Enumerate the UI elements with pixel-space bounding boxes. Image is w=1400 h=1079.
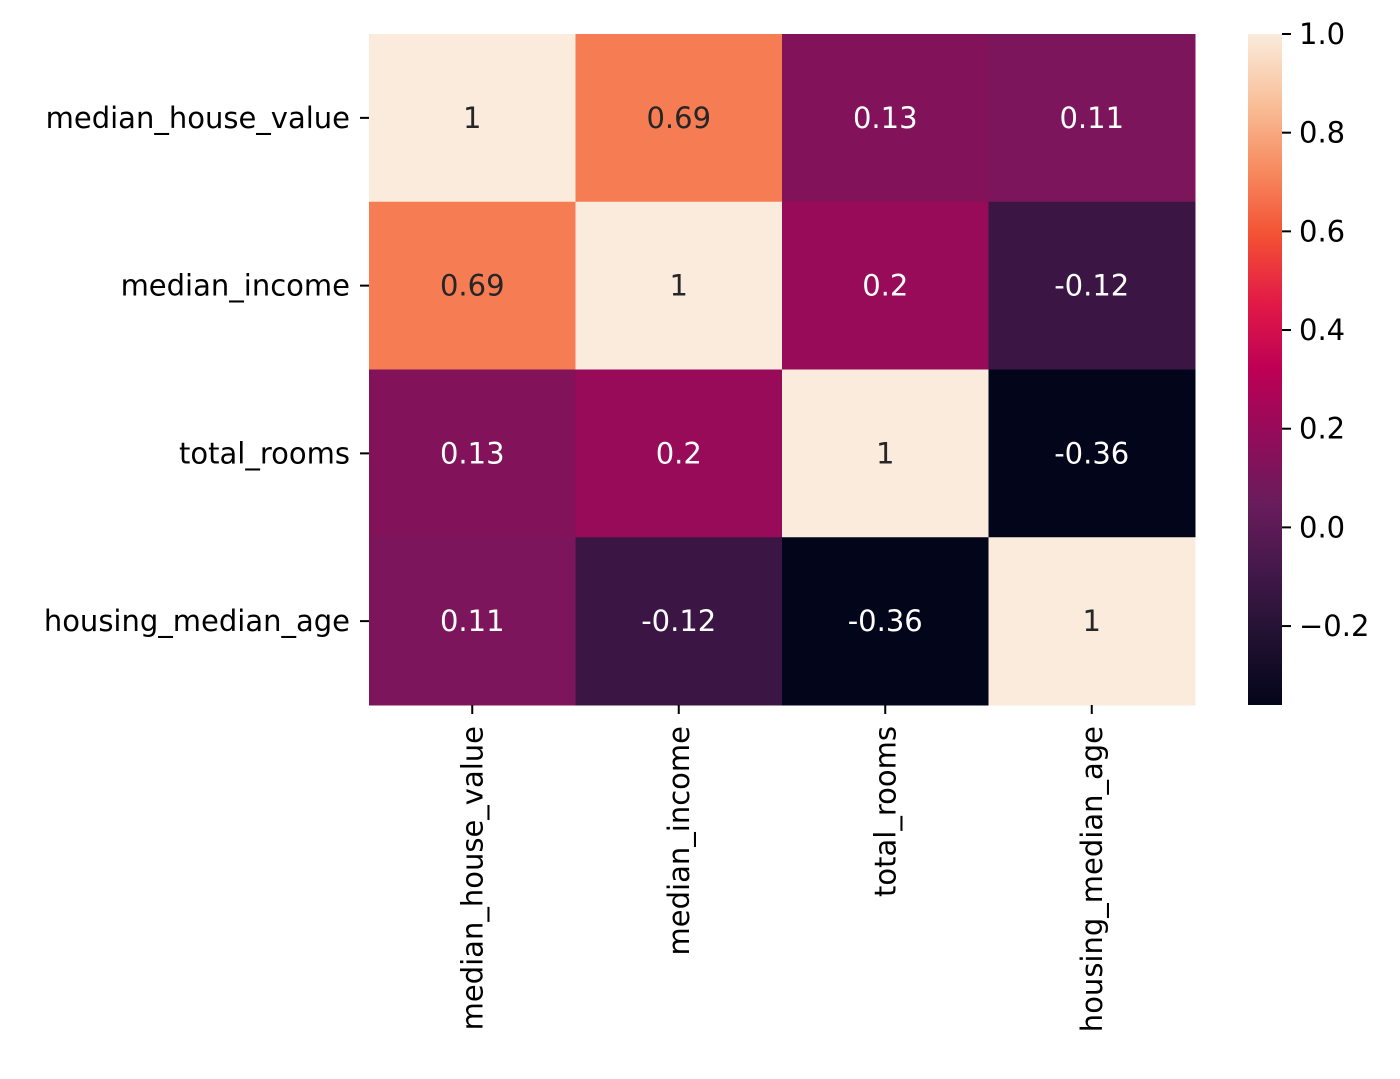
heatmap-cells <box>369 34 1196 706</box>
cell-annotation: 1 <box>876 436 894 470</box>
cell-annotation: 0.2 <box>656 436 702 470</box>
colorbar-gradient-bar <box>1248 34 1282 705</box>
heatmap-cell <box>782 201 989 370</box>
heatmap-cell <box>782 34 989 203</box>
colorbar-tick-label: 0.8 <box>1299 116 1345 150</box>
heatmap-cell <box>575 537 783 706</box>
heatmap-cell <box>782 537 989 706</box>
x-tick-label: median_income <box>662 726 696 955</box>
y-axis: median_house_value median_income total_roo… <box>44 101 369 638</box>
heatmap-cell <box>369 34 576 203</box>
cell-annotation: 0.11 <box>440 604 505 638</box>
cell-annotation: -0.12 <box>1054 269 1129 303</box>
x-axis: median_house_value median_income total_roo… <box>455 705 1109 1032</box>
heatmap-cell <box>782 369 989 538</box>
heatmap-annotations: 1 0.69 0.13 0.11 0.69 1 0.2 -0.12 0.13 0.2 1 -0.36 0… <box>440 101 1129 638</box>
heatmap-cell <box>988 537 1196 706</box>
cell-annotation: 0.2 <box>862 269 908 303</box>
y-tick-label: total_rooms <box>179 436 350 470</box>
colorbar-tick-label: −0.2 <box>1299 609 1369 643</box>
heatmap-cell <box>988 201 1196 370</box>
heatmap-cell <box>575 34 783 203</box>
heatmap-cell <box>575 201 783 370</box>
cell-annotation: 1 <box>1083 604 1101 638</box>
cell-annotation: 1 <box>670 269 688 303</box>
heatmap-cell <box>369 369 576 538</box>
heatmap-cell <box>575 369 783 538</box>
cell-annotation: -0.36 <box>1054 436 1129 470</box>
heatmap-cell <box>369 201 576 370</box>
cell-annotation: 1 <box>463 101 481 135</box>
heatmap-cell <box>988 369 1196 538</box>
colorbar: 1.0 0.8 0.6 0.4 0.2 0.0 −0.2 <box>1248 17 1369 705</box>
x-tick-label: housing_median_age <box>1075 726 1109 1032</box>
cell-annotation: 0.13 <box>853 101 918 135</box>
x-tick-label: median_house_value <box>455 726 489 1030</box>
x-tick-label: total_rooms <box>868 726 902 897</box>
cell-annotation: 0.69 <box>646 101 711 135</box>
y-tick-label: housing_median_age <box>44 604 350 638</box>
cell-annotation: 0.69 <box>440 269 505 303</box>
colorbar-tick-label: 0.6 <box>1299 214 1345 248</box>
heatmap-cell <box>369 537 576 706</box>
y-tick-label: median_income <box>121 269 350 303</box>
cell-annotation: 0.11 <box>1059 101 1124 135</box>
cell-annotation: -0.12 <box>641 604 716 638</box>
heatmap-cell <box>988 34 1196 203</box>
y-tick-label: median_house_value <box>46 101 350 135</box>
colorbar-tick-label: 0.2 <box>1299 412 1345 446</box>
colorbar-tick-label: 0.0 <box>1299 510 1345 544</box>
colorbar-tick-label: 1.0 <box>1299 17 1345 51</box>
cell-annotation: -0.36 <box>848 604 923 638</box>
cell-annotation: 0.13 <box>440 436 505 470</box>
colorbar-tick-label: 0.4 <box>1299 313 1345 347</box>
